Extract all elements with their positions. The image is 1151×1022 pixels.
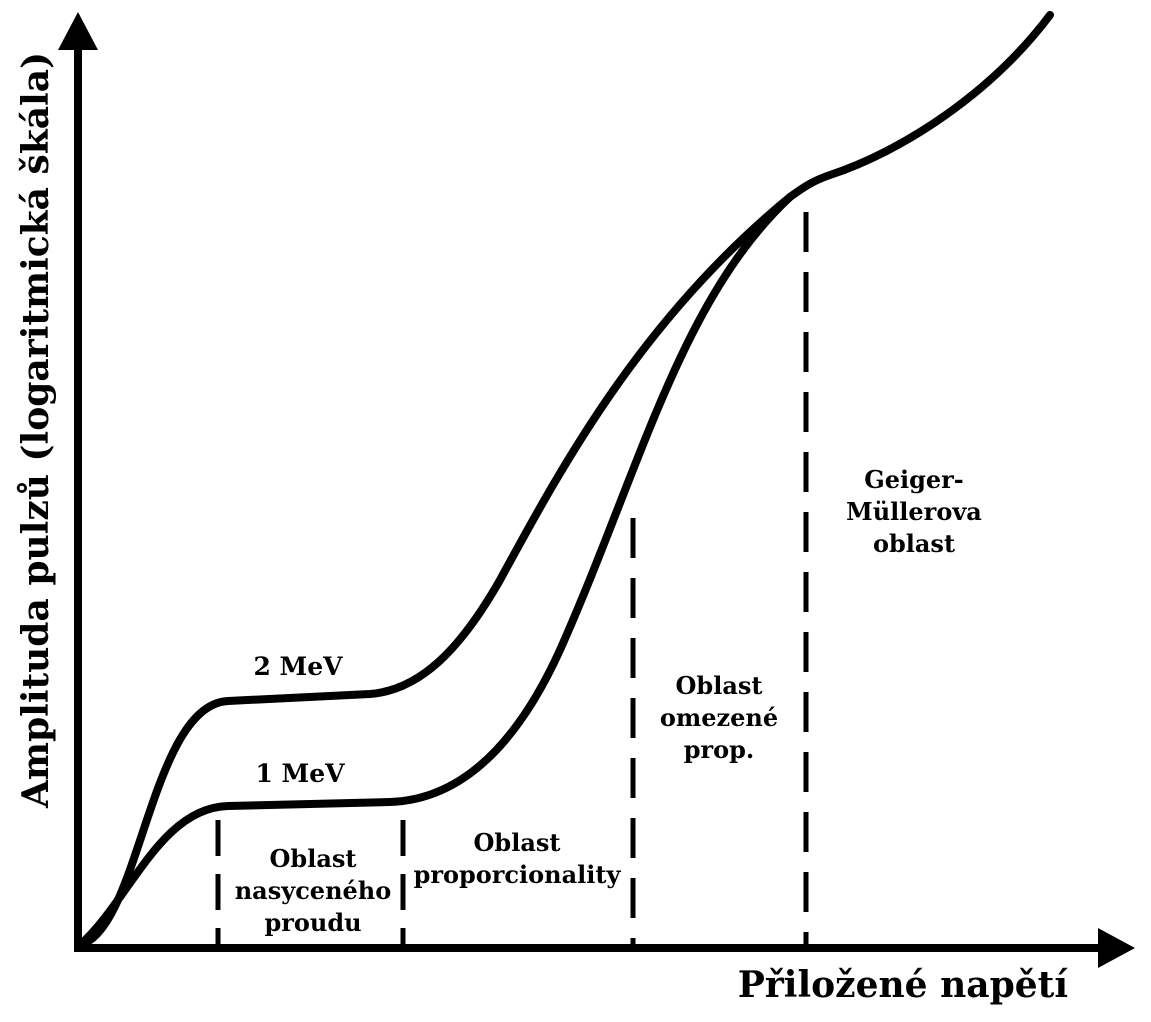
y-axis-label: Amplituda pulzů (logaritmická škála) xyxy=(15,52,57,809)
svg-text:nasyceného: nasyceného xyxy=(235,876,392,905)
svg-text:oblast: oblast xyxy=(873,529,955,558)
region-label-limited: Oblast omezené prop. xyxy=(660,671,778,764)
svg-text:Müllerova: Müllerova xyxy=(846,497,982,526)
svg-text:proporcionality: proporcionality xyxy=(414,860,622,889)
svg-text:prop.: prop. xyxy=(684,735,755,764)
svg-text:omezené: omezené xyxy=(660,703,778,732)
svg-text:Geiger-: Geiger- xyxy=(864,465,964,494)
x-axis-label: Přiložené napětí xyxy=(738,964,1069,1006)
region-label-proportional: Oblast proporcionality xyxy=(414,828,622,889)
curve-2mev xyxy=(76,11,1054,949)
curve-label-1mev: 1 MeV xyxy=(255,759,345,788)
y-axis-arrow-icon xyxy=(58,12,98,50)
region-label-saturation: Oblast nasyceného proudu xyxy=(235,844,392,937)
svg-text:Oblast: Oblast xyxy=(270,844,357,873)
svg-text:Oblast: Oblast xyxy=(474,828,561,857)
svg-text:proudu: proudu xyxy=(264,908,361,937)
x-axis-arrow-icon xyxy=(1098,928,1135,968)
curve-label-2mev: 2 MeV xyxy=(253,652,343,681)
svg-text:Oblast: Oblast xyxy=(676,671,763,700)
curve-1mev xyxy=(76,193,794,949)
region-label-geiger: Geiger- Müllerova oblast xyxy=(846,465,982,558)
